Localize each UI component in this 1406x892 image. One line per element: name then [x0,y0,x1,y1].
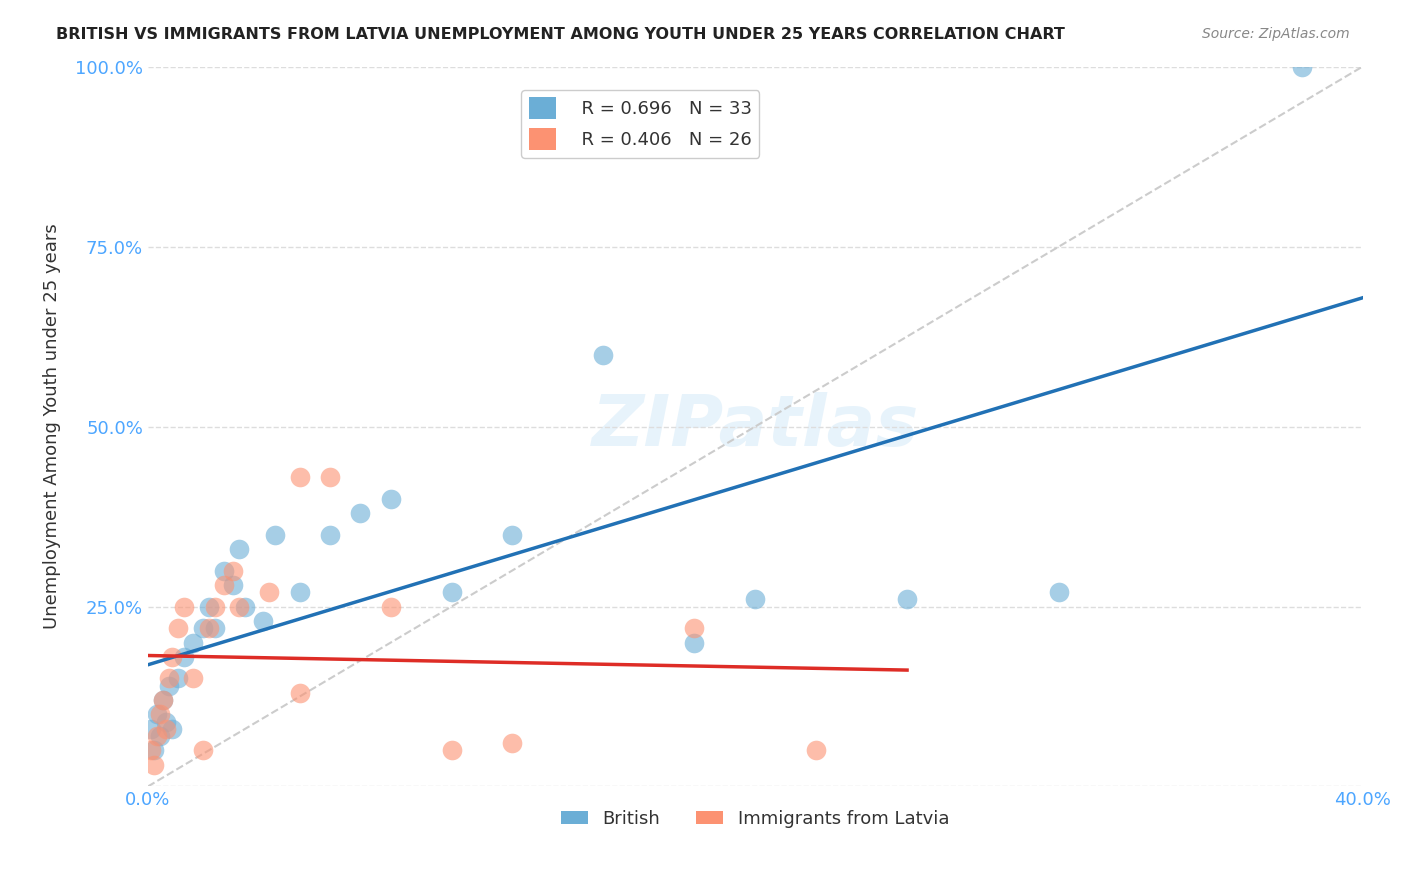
Point [1047,585,1070,599]
Point [183,672,205,686]
Point [228,541,250,556]
Point [228,599,250,614]
Point [1291,60,1313,74]
Point [191,743,214,757]
Point [501,736,523,750]
Point [259,585,281,599]
Point [173,599,195,614]
Point [233,599,256,614]
Point [197,599,219,614]
Point [501,527,523,541]
Point [683,635,706,649]
Point [380,491,402,506]
Point [142,743,165,757]
Point [204,621,226,635]
Point [197,621,219,635]
Point [155,714,177,729]
Point [744,592,766,607]
Legend: British, Immigrants from Latvia: British, Immigrants from Latvia [554,803,956,835]
Point [349,506,371,520]
Point [288,686,311,700]
Point [157,679,180,693]
Point [804,743,827,757]
Text: Source: ZipAtlas.com: Source: ZipAtlas.com [1202,27,1350,41]
Point [160,649,183,664]
Text: BRITISH VS IMMIGRANTS FROM LATVIA UNEMPLOYMENT AMONG YOUTH UNDER 25 YEARS CORREL: BRITISH VS IMMIGRANTS FROM LATVIA UNEMPL… [56,27,1066,42]
Y-axis label: Unemployment Among Youth under 25 years: Unemployment Among Youth under 25 years [44,224,60,630]
Point [222,578,245,592]
Point [252,614,274,628]
Point [139,722,162,736]
Point [440,585,463,599]
Point [592,347,614,361]
Point [212,564,235,578]
Point [264,527,287,541]
Point [288,585,311,599]
Point [167,621,190,635]
Point [319,527,342,541]
Point [146,707,169,722]
Point [222,564,245,578]
Point [380,599,402,614]
Point [149,707,172,722]
Point [167,672,190,686]
Point [896,592,918,607]
Point [212,578,235,592]
Point [149,729,172,743]
Point [173,649,195,664]
Point [288,470,311,484]
Point [139,743,162,757]
Point [160,722,183,736]
Point [157,672,180,686]
Point [152,693,174,707]
Point [155,722,177,736]
Point [319,470,342,484]
Point [146,729,169,743]
Point [183,635,205,649]
Point [191,621,214,635]
Point [683,621,706,635]
Point [440,743,463,757]
Point [152,693,174,707]
Text: ZIPatlas: ZIPatlas [592,392,920,461]
Point [204,599,226,614]
Point [142,757,165,772]
